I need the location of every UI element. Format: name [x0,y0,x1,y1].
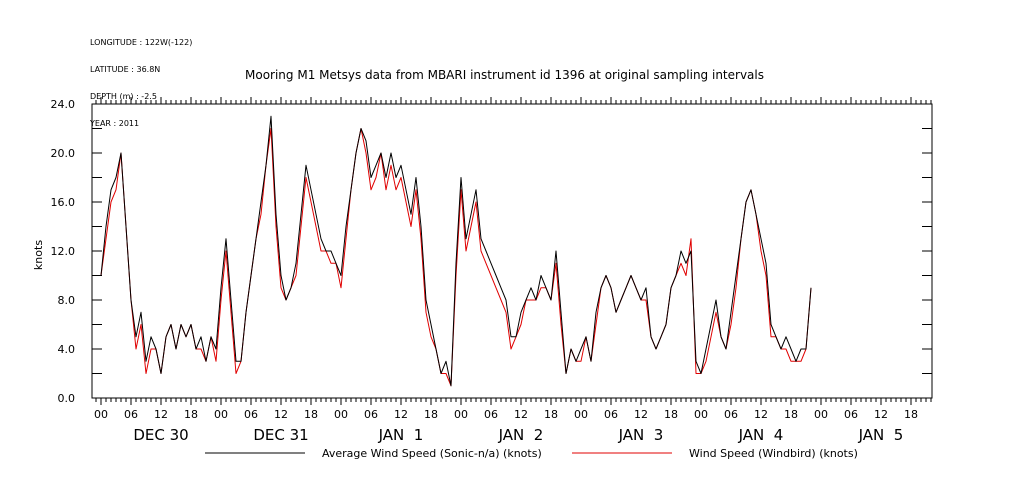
longitude-text: LONGITUDE : 122W(-122) [90,38,193,47]
y-tick-label: 12.0 [51,245,76,258]
x-tick-label: 12 [874,408,888,421]
x-tick-label: 18 [784,408,798,421]
x-axis-ticks: 00 06 12 18 00 06 12 18 00 06 12 18 00 06 12 18 00 06 12 18… [94,97,932,444]
plot-frame [91,103,933,399]
latitude-text: LATITUDE : 36.8N [90,65,161,74]
x-tick-label: 06 [124,408,138,421]
x-tick-label: 18 [544,408,558,421]
y-axis-label: knots [32,240,45,270]
x-tick-label: 12 [394,408,408,421]
x-tick-label: 12 [154,408,168,421]
y-tick-label: 16.0 [51,196,76,209]
x-tick-label: 06 [724,408,738,421]
day-label: DEC 31 [253,426,308,444]
legend-label-series2: Wind Speed (Windbird) (knots) [689,447,858,460]
x-tick-label: 06 [364,408,378,421]
y-tick-label: 8.0 [58,294,76,307]
x-tick-label: 18 [904,408,918,421]
day-label: JAN 2 [498,426,544,444]
day-label: JAN 1 [378,426,424,444]
x-tick-label: 12 [514,408,528,421]
year-text: YEAR : 2011 [90,119,140,128]
chart-title: Mooring M1 Metsys data from MBARI instru… [245,68,764,82]
day-label: JAN 5 [858,426,904,444]
y-tick-label: 24.0 [51,98,76,111]
x-tick-label: 00 [814,408,828,421]
x-tick-label: 00 [334,408,348,421]
series-line-1 [100,115,812,387]
x-tick-label: 18 [664,408,678,421]
legend: Average Wind Speed (Sonic-n/a) (knots) W… [205,447,858,460]
x-tick-label: 12 [274,408,288,421]
y-tick-label: 0.0 [58,392,76,405]
x-tick-label: 06 [844,408,858,421]
x-tick-label: 18 [184,408,198,421]
x-tick-label: 00 [94,408,108,421]
y-tick-label: 20.0 [51,147,76,160]
x-tick-label: 12 [754,408,768,421]
x-tick-label: 00 [694,408,708,421]
x-tick-label: 06 [484,408,498,421]
day-label: JAN 4 [738,426,784,444]
x-tick-label: 18 [304,408,318,421]
x-tick-label: 06 [604,408,618,421]
metadata-block: LONGITUDE : 122W(-122) LATITUDE : 36.8N … [90,20,192,137]
x-tick-label: 12 [634,408,648,421]
x-tick-label: 00 [574,408,588,421]
x-tick-label: 00 [454,408,468,421]
y-axis-ticks: 0.0 4.0 8.0 12.0 16.0 20.0 24.0 [51,98,932,405]
x-tick-label: 06 [244,408,258,421]
y-tick-label: 4.0 [58,343,76,356]
day-label: DEC 30 [133,426,188,444]
series-layer [100,115,812,387]
day-label: JAN 3 [618,426,664,444]
x-tick-label: 18 [424,408,438,421]
x-tick-label: 00 [214,408,228,421]
legend-label-series1: Average Wind Speed (Sonic-n/a) (knots) [322,447,542,460]
depth-text: DEPTH (m) : -2.5 [90,92,157,101]
